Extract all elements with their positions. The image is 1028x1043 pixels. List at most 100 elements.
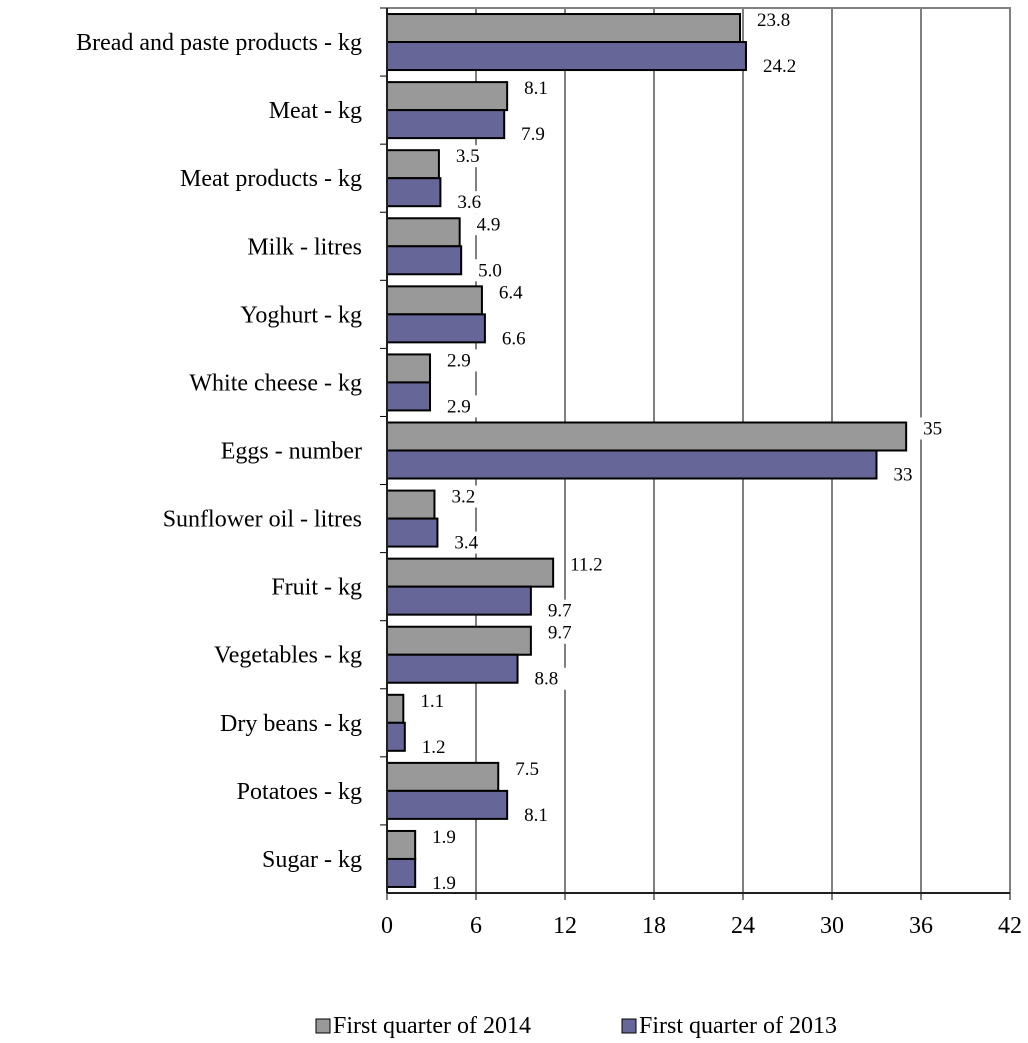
data-label-2013: 8.8 xyxy=(535,669,559,690)
bar-2014 xyxy=(386,421,908,452)
category-label: Eggs - number xyxy=(221,439,362,465)
data-label-background xyxy=(520,77,559,100)
bar-2013 xyxy=(386,313,486,344)
data-label-2014: 11.2 xyxy=(570,555,603,576)
data-label-background xyxy=(543,621,582,644)
data-label-background xyxy=(451,145,490,168)
data-label-background xyxy=(543,599,582,622)
data-label-background xyxy=(417,735,456,758)
data-label-2014: 23.8 xyxy=(757,10,790,31)
bar-2014 xyxy=(386,761,500,792)
data-label-background xyxy=(416,689,455,712)
bar-2013 xyxy=(386,517,439,548)
category-label: Bread and paste products - kg xyxy=(76,30,362,56)
data-label-2014: 1.1 xyxy=(420,691,444,712)
bar-2014 xyxy=(386,353,432,384)
data-label-background xyxy=(443,395,482,418)
data-label-2013: 1.2 xyxy=(422,737,446,758)
category-label: Milk - litres xyxy=(247,234,362,260)
data-label-background xyxy=(919,417,948,440)
data-label-background xyxy=(753,9,802,32)
bar-2013 xyxy=(386,449,878,480)
data-label-2013: 5.0 xyxy=(478,260,502,281)
x-tick-label: 6 xyxy=(470,913,482,939)
data-label-background xyxy=(447,485,486,508)
data-label-2014: 3.5 xyxy=(456,146,480,167)
axes: 0 6 12 18 24 30 36 42 Bread and paste products -… xyxy=(76,7,1022,939)
category-label: Yoghurt - kg xyxy=(240,302,362,328)
bar-2014 xyxy=(386,489,436,520)
data-label-2014: 35 xyxy=(923,419,942,440)
bar-2013 xyxy=(386,381,432,412)
data-label-background xyxy=(453,191,492,214)
bar-2013 xyxy=(386,857,417,888)
legend-swatch xyxy=(621,1018,637,1034)
data-label-background xyxy=(494,281,533,304)
data-label-background xyxy=(474,259,513,282)
category-label: Sunflower oil - litres xyxy=(163,507,362,533)
data-label-2014: 4.9 xyxy=(477,214,501,235)
data-label-2013: 7.9 xyxy=(521,124,545,145)
data-label-2013: 33 xyxy=(894,465,913,486)
bar-2014 xyxy=(386,693,405,724)
bar-2013 xyxy=(386,109,506,140)
bar-2014 xyxy=(386,625,532,656)
bar-2014 xyxy=(386,557,555,588)
data-label-background xyxy=(889,463,918,486)
category-label: Dry beans - kg xyxy=(220,711,362,737)
data-label-2014: 3.2 xyxy=(451,487,475,508)
data-label-2014: 1.9 xyxy=(432,827,456,848)
x-tick-label: 42 xyxy=(998,913,1022,939)
legend: First quarter of 2014 First quarter of 20… xyxy=(315,1013,837,1039)
data-label-2013: 3.4 xyxy=(454,533,478,554)
bar-2014 xyxy=(386,217,461,248)
category-label: Potatoes - kg xyxy=(237,779,362,805)
data-label-background xyxy=(450,531,489,554)
bar-2013 xyxy=(386,41,747,72)
data-label-2013: 2.9 xyxy=(447,396,471,417)
category-label: Meat - kg xyxy=(269,98,362,124)
bar-2014 xyxy=(386,829,417,860)
x-tick-label: 12 xyxy=(553,913,577,939)
bar-2014 xyxy=(386,81,509,112)
data-label-2013: 24.2 xyxy=(763,56,796,77)
data-label-2013: 3.6 xyxy=(457,192,481,213)
bar-2013 xyxy=(386,585,532,616)
legend-label: First quarter of 2013 xyxy=(639,1013,837,1039)
data-label-2013: 1.9 xyxy=(432,873,456,894)
data-label-background xyxy=(511,757,550,780)
category-label: Meat products - kg xyxy=(180,166,362,192)
bar-2013 xyxy=(386,789,509,820)
data-label-background xyxy=(428,825,467,848)
x-tick-label: 18 xyxy=(642,913,666,939)
data-label-2013: 6.6 xyxy=(502,328,526,349)
bar-2013 xyxy=(386,245,463,276)
data-label-background xyxy=(428,871,467,894)
data-label-2014: 8.1 xyxy=(524,78,548,99)
data-label-background xyxy=(566,553,615,576)
x-tick-label: 0 xyxy=(381,913,393,939)
data-label-background xyxy=(758,55,807,78)
category-label: White cheese - kg xyxy=(189,370,362,396)
data-label-background xyxy=(530,667,569,690)
data-label-background xyxy=(520,803,559,826)
bar-2014 xyxy=(386,285,483,316)
data-label-2014: 2.9 xyxy=(447,350,471,371)
data-label-2014: 6.4 xyxy=(499,282,523,303)
data-labels: 23.8 24.2 8.1 7.9 3.5 3.64.9 5.06.4 6.6 2.9 2.9 35… xyxy=(416,9,948,894)
data-label-background xyxy=(497,327,536,350)
x-tick-label: 36 xyxy=(909,913,933,939)
data-label-2013: 9.7 xyxy=(548,601,572,622)
data-label-background xyxy=(443,349,482,372)
legend-label: First quarter of 2014 xyxy=(333,1013,531,1039)
data-label-2013: 8.1 xyxy=(524,805,548,826)
bars xyxy=(386,13,908,888)
data-label-background xyxy=(472,213,511,236)
legend-swatch xyxy=(315,1018,331,1034)
x-tick-label: 30 xyxy=(820,913,844,939)
category-label: Vegetables - kg xyxy=(214,643,362,669)
bar-2013 xyxy=(386,721,406,752)
x-tick-label: 24 xyxy=(731,913,755,939)
bar-2013 xyxy=(386,653,519,684)
